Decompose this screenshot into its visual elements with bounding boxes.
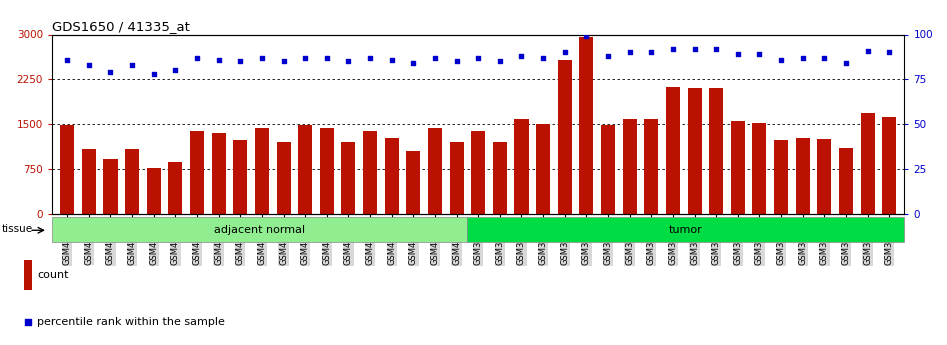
Bar [363, 131, 377, 214]
Bar [622, 119, 636, 214]
Bar [601, 125, 615, 214]
Bar [428, 128, 442, 214]
Bar [81, 149, 96, 214]
Bar [320, 128, 334, 214]
Point [449, 59, 464, 64]
Point [687, 46, 702, 52]
Bar [450, 142, 464, 214]
Point [666, 46, 681, 52]
Point [514, 53, 529, 59]
Bar [384, 138, 399, 214]
Text: count: count [37, 270, 68, 280]
Bar [688, 88, 702, 214]
Point [276, 59, 291, 64]
Bar [472, 131, 485, 214]
Bar [795, 138, 810, 214]
Bar [817, 139, 831, 214]
Bar [52, 217, 467, 242]
Bar [24, 260, 32, 290]
Bar [255, 128, 269, 214]
Point [60, 57, 75, 62]
Point [752, 51, 767, 57]
Bar [492, 142, 507, 214]
Point [882, 50, 897, 55]
Point [579, 33, 594, 39]
Point [146, 71, 161, 77]
Point [427, 55, 442, 61]
Point [795, 55, 811, 61]
Point [384, 57, 400, 62]
Text: tumor: tumor [669, 225, 703, 235]
Bar [536, 124, 550, 214]
Bar [61, 125, 74, 214]
Bar [644, 119, 658, 214]
Bar [883, 117, 896, 214]
Point [557, 50, 572, 55]
Point [21, 319, 36, 324]
Bar [861, 114, 875, 214]
Point [125, 62, 140, 68]
Point [708, 46, 724, 52]
Bar [298, 125, 313, 214]
Bar [467, 217, 904, 242]
Point [168, 68, 183, 73]
Bar [103, 159, 117, 214]
Bar [406, 151, 420, 214]
Bar [233, 140, 247, 214]
Point [730, 51, 745, 57]
Point [233, 59, 248, 64]
Bar [169, 162, 183, 214]
Text: GDS1650 / 41335_at: GDS1650 / 41335_at [52, 20, 190, 33]
Point [492, 59, 508, 64]
Point [816, 55, 831, 61]
Bar [731, 121, 745, 214]
Bar [147, 168, 161, 214]
Point [297, 55, 313, 61]
Bar [211, 133, 225, 214]
Text: tissue: tissue [2, 224, 33, 234]
Bar [514, 119, 528, 214]
Point [644, 50, 659, 55]
Point [860, 48, 875, 53]
Point [536, 55, 551, 61]
Bar [580, 38, 594, 214]
Point [189, 55, 205, 61]
Point [341, 59, 356, 64]
Point [471, 55, 486, 61]
Point [211, 57, 226, 62]
Point [600, 53, 616, 59]
Bar [709, 88, 724, 214]
Text: adjacent normal: adjacent normal [214, 225, 305, 235]
Text: percentile rank within the sample: percentile rank within the sample [37, 317, 224, 327]
Bar [774, 140, 788, 214]
Point [774, 57, 789, 62]
Point [838, 60, 853, 66]
Bar [342, 142, 355, 214]
Point [622, 50, 637, 55]
Bar [753, 123, 766, 214]
Bar [190, 131, 204, 214]
Point [103, 69, 118, 75]
Point [255, 55, 270, 61]
Bar [666, 87, 680, 214]
Bar [277, 142, 291, 214]
Point [405, 60, 420, 66]
Bar [839, 148, 853, 214]
Bar [125, 149, 139, 214]
Point [319, 55, 334, 61]
Point [363, 55, 378, 61]
Point [81, 62, 97, 68]
Bar [558, 60, 572, 214]
